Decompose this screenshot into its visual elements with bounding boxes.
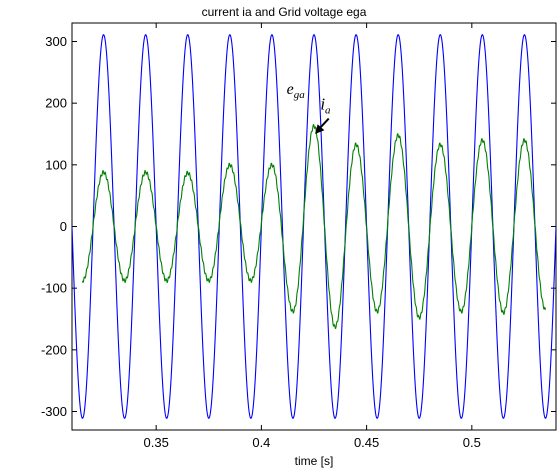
series-current-ia (81, 123, 547, 330)
y-tick-label: 200 (45, 96, 67, 111)
current-annotation: ia (320, 94, 331, 116)
y-tick-label: 300 (45, 34, 67, 49)
series-voltage-ega (72, 34, 556, 419)
y-tick-label: -100 (41, 281, 67, 296)
y-tick-label: 100 (45, 157, 67, 172)
x-tick-label: 0.45 (354, 435, 379, 450)
x-tick-label: 0.35 (144, 435, 169, 450)
axis-ticks: 0.35 0.4 0.45 0.5 -300 -200 -100 0 100 200 300 (41, 23, 556, 450)
arrow-head (315, 124, 325, 134)
chart-title: current ia and Grid voltage ega (202, 5, 367, 19)
x-tick-label: 0.5 (463, 435, 481, 450)
y-tick-label: -300 (41, 404, 67, 419)
series-layer (72, 34, 556, 419)
y-tick-label: 0 (60, 219, 67, 234)
plot-area (71, 22, 557, 431)
x-axis-label: time [s] (295, 454, 334, 468)
y-tick-label: -200 (41, 342, 67, 357)
x-tick-label: 0.4 (252, 435, 270, 450)
